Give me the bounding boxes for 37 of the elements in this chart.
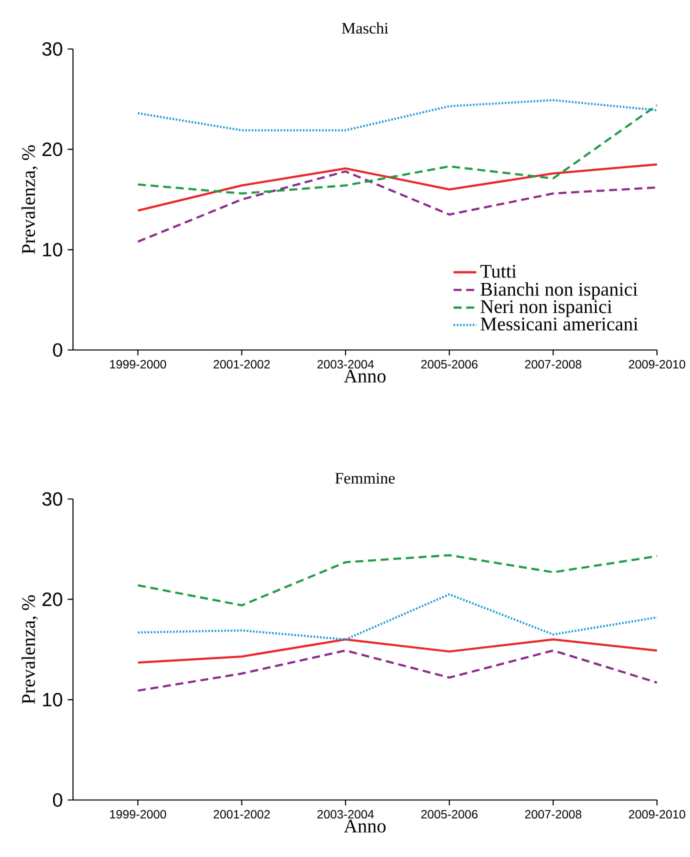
x-tick-label: 2003-2004 xyxy=(317,360,374,369)
y-tick-label: 20 xyxy=(42,142,62,156)
x-tick-label: 1999-2000 xyxy=(110,360,166,369)
x-tick-label: 2007-2008 xyxy=(525,360,582,369)
line-series xyxy=(136,649,658,692)
y-tick-label: 30 xyxy=(42,492,62,506)
x-tick-label: 2001-2002 xyxy=(214,810,270,819)
legend-label: Neri non ispanici xyxy=(480,300,612,318)
line-series xyxy=(136,104,658,195)
y-tick-label: 20 xyxy=(42,592,62,606)
legend-label: Tutti xyxy=(480,264,516,278)
legend-label: Bianchi non ispanici xyxy=(480,282,638,300)
x-tick-label: 2009-2010 xyxy=(628,360,686,369)
x-axis-title: Anno xyxy=(344,370,386,383)
y-axis-title: Prevalenza, % xyxy=(21,595,38,704)
y-tick-label: 30 xyxy=(42,42,62,56)
x-tick-label: 2003-2004 xyxy=(317,810,374,819)
line-series xyxy=(136,99,658,132)
y-tick-label: 10 xyxy=(43,242,62,256)
line-series xyxy=(136,638,658,664)
line-series xyxy=(136,593,658,641)
line-series xyxy=(136,163,658,212)
chart-title: Femmine xyxy=(335,472,395,484)
y-tick-label: 10 xyxy=(43,692,62,706)
y-tick-label: 0 xyxy=(52,343,62,357)
line-series xyxy=(136,554,658,606)
x-tick-label: 2005-2006 xyxy=(421,360,478,369)
y-tick-label: 0 xyxy=(52,793,62,807)
y-axis-title: Prevalenza, % xyxy=(21,145,38,254)
x-tick-label: 2005-2006 xyxy=(421,810,478,819)
x-axis-title: Anno xyxy=(344,820,386,833)
x-tick-label: 2007-2008 xyxy=(525,810,582,819)
x-tick-label: 2009-2010 xyxy=(628,810,686,819)
x-tick-label: 1999-2000 xyxy=(110,810,166,819)
chart-title: Maschi xyxy=(342,22,388,34)
x-tick-label: 2001-2002 xyxy=(214,360,270,369)
legend-label: Messicani americani xyxy=(480,318,638,331)
